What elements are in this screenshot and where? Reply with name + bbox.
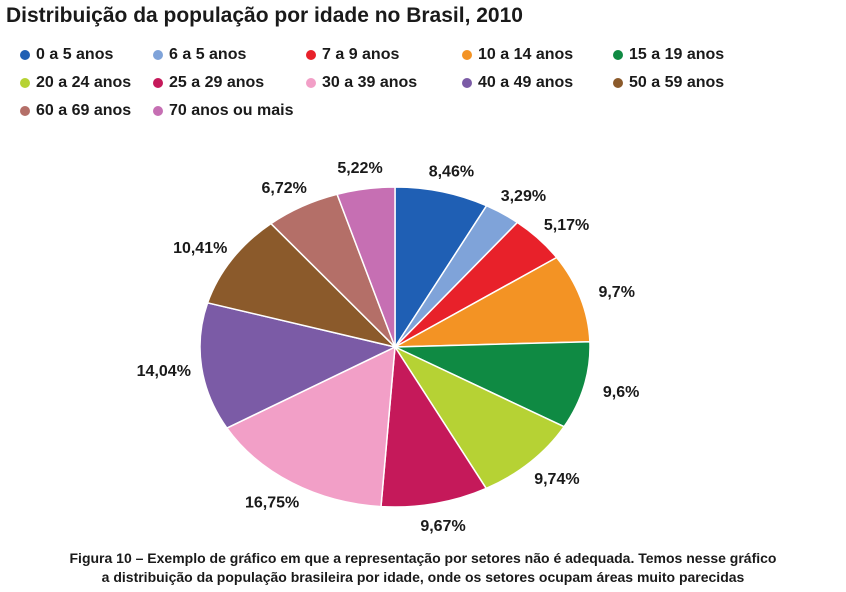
- legend-item: 0 a 5 anos: [20, 46, 113, 64]
- legend-item: 40 a 49 anos: [462, 74, 573, 92]
- pie-slice: [199, 301, 398, 430]
- legend-item: 6 a 5 anos: [153, 46, 246, 64]
- legend-swatch: [20, 106, 30, 116]
- data-label: 14,04%: [137, 363, 191, 380]
- caption-line-2: a distribuição da população brasileira p…: [101, 569, 745, 585]
- chart-title: Distribuição da população por idade no B…: [6, 4, 523, 27]
- figure-caption: Figura 10 – Exemplo de gráfico em que a …: [0, 549, 846, 587]
- legend-swatch: [613, 50, 623, 60]
- data-label: 6,72%: [262, 180, 307, 197]
- legend-label: 25 a 29 anos: [169, 74, 265, 91]
- chart-legend: 0 a 5 anos 6 a 5 anos 7 a 9 anos 10 a 14 an…: [20, 46, 820, 130]
- legend-swatch: [153, 50, 163, 60]
- pie-chart: 8,46% 3,29% 5,17% 9,7% 9,6% 9,74% 9,67% 16,75% 1…: [137, 160, 640, 535]
- legend-label: 15 a 19 anos: [629, 46, 725, 63]
- pie-slice: [394, 186, 488, 350]
- legend-label: 7 a 9 anos: [322, 46, 400, 63]
- legend-label: 50 a 59 anos: [629, 74, 725, 91]
- data-label: 5,17%: [544, 217, 589, 234]
- data-label: 16,75%: [245, 495, 299, 512]
- legend-label: 0 a 5 anos: [36, 46, 114, 63]
- legend-item: 70 anos ou mais: [153, 102, 294, 120]
- legend-item: 20 a 24 anos: [20, 74, 131, 92]
- legend-swatch: [306, 50, 316, 60]
- pie-slice: [394, 340, 591, 428]
- data-label: 9,7%: [598, 284, 634, 301]
- legend-swatch: [153, 78, 163, 88]
- legend-label: 30 a 39 anos: [322, 74, 418, 91]
- data-label: 3,29%: [501, 188, 546, 205]
- legend-swatch: [613, 78, 623, 88]
- legend-item: 25 a 29 anos: [153, 74, 264, 92]
- legend-label: 70 anos ou mais: [169, 102, 294, 119]
- legend-item: 7 a 9 anos: [306, 46, 399, 64]
- legend-label: 20 a 24 anos: [36, 74, 132, 91]
- legend-label: 10 a 14 anos: [478, 46, 574, 63]
- legend-item: 60 a 69 anos: [20, 102, 131, 120]
- legend-swatch: [20, 50, 30, 60]
- data-label: 9,67%: [420, 518, 465, 535]
- pie-slice: [394, 256, 591, 348]
- data-label: 8,46%: [429, 163, 474, 180]
- legend-label: 40 a 49 anos: [478, 74, 574, 91]
- data-label: 10,41%: [173, 240, 227, 257]
- legend-label: 6 a 5 anos: [169, 46, 247, 63]
- pie-slice: [225, 345, 396, 508]
- legend-swatch: [20, 78, 30, 88]
- legend-item: 15 a 19 anos: [613, 46, 724, 64]
- legend-item: 30 a 39 anos: [306, 74, 417, 92]
- data-label: 5,22%: [337, 160, 382, 177]
- legend-swatch: [462, 78, 472, 88]
- legend-item: 50 a 59 anos: [613, 74, 724, 92]
- data-label: 9,6%: [603, 384, 639, 401]
- pie-slice: [380, 344, 488, 508]
- legend-label: 60 a 69 anos: [36, 102, 132, 119]
- pie-slice: [392, 345, 566, 490]
- legend-swatch: [153, 106, 163, 116]
- pie-slice: [336, 186, 396, 348]
- pie-slice: [206, 222, 398, 349]
- data-label: 9,74%: [534, 471, 579, 488]
- legend-swatch: [306, 78, 316, 88]
- legend-swatch: [462, 50, 472, 60]
- legend-item: 10 a 14 anos: [462, 46, 573, 64]
- caption-line-1: Figura 10 – Exemplo de gráfico em que a …: [69, 550, 777, 566]
